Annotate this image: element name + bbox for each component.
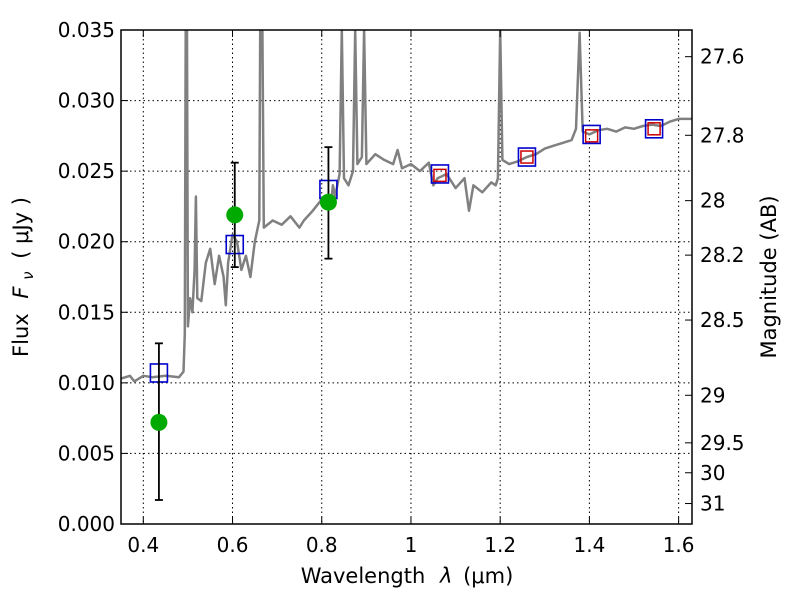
- tick-layer: 0.4 0.6 0.8 1 1.2 1.4 1.6 0.000 0.005 0.010 0.015 0…: [58, 18, 745, 557]
- x-tick-label: 1.2: [484, 533, 516, 557]
- grid-layer: [121, 30, 692, 524]
- observed-point: [150, 413, 168, 431]
- y-axis-title-subscript: ν: [19, 271, 37, 279]
- observed-point: [226, 206, 244, 224]
- y-tick-label: 0.020: [58, 230, 115, 254]
- y-tick-label: 0.025: [58, 159, 115, 183]
- red-square-marker: [584, 129, 599, 143]
- x-tick-label: 1.4: [573, 533, 605, 557]
- y-axis-title-text: Flux: [9, 313, 33, 357]
- y-tick-label: 0.030: [58, 89, 115, 113]
- x-axis-title-unit: (μm): [463, 564, 513, 588]
- model-photometry-square: [582, 124, 601, 145]
- y2-tick-label: 31: [700, 492, 725, 516]
- observed-point: [319, 193, 337, 211]
- x-tick-label: 0.4: [127, 533, 159, 557]
- y2-tick-label: 28.5: [700, 308, 745, 332]
- spectrum-layer: [121, 30, 692, 383]
- x-axis-title-text: Wavelength: [301, 564, 426, 588]
- y-tick-label: 0.015: [58, 300, 115, 324]
- y-axis-title-unit: ( μJy ): [9, 197, 33, 259]
- y2-tick-label: 28.2: [700, 243, 745, 267]
- y2-tick-label: 28: [700, 189, 725, 213]
- x-tick-label: 1.6: [663, 533, 695, 557]
- spectrum-line: [121, 30, 692, 383]
- y2-tick-label: 30: [700, 461, 725, 485]
- y2-tick-label: 27.8: [700, 123, 745, 147]
- plot-frame: [120, 29, 693, 525]
- model-photometry-square: [644, 119, 664, 139]
- red-square-marker: [647, 122, 661, 136]
- y-tick-label: 0.005: [58, 441, 115, 465]
- y-axis-title: Flux F ν ( μJy ): [9, 197, 38, 357]
- x-axis-title: Wavelength λ (μm): [301, 564, 514, 588]
- y-tick-label: 0.010: [58, 371, 115, 395]
- marker-layer: [149, 119, 664, 501]
- y2-tick-label: 27.6: [700, 45, 745, 69]
- red-square-marker: [520, 150, 534, 164]
- y2-tick-label: 29.5: [700, 431, 745, 455]
- red-square-marker: [433, 168, 447, 183]
- x-axis-title-symbol: λ: [439, 564, 452, 588]
- y-tick-label: 0.000: [58, 512, 115, 536]
- x-tick-label: 0.6: [217, 533, 249, 557]
- y2-tick-label: 29: [700, 383, 725, 407]
- x-tick-label: 0.8: [306, 533, 338, 557]
- model-photometry-square: [430, 164, 450, 184]
- model-photometry-square: [517, 147, 537, 167]
- y-axis-title-symbol: F: [9, 286, 33, 299]
- y2-axis-title: Magnitude (AB): [757, 195, 781, 358]
- x-tick-label: 1: [405, 533, 418, 557]
- y-tick-label: 0.035: [58, 18, 115, 42]
